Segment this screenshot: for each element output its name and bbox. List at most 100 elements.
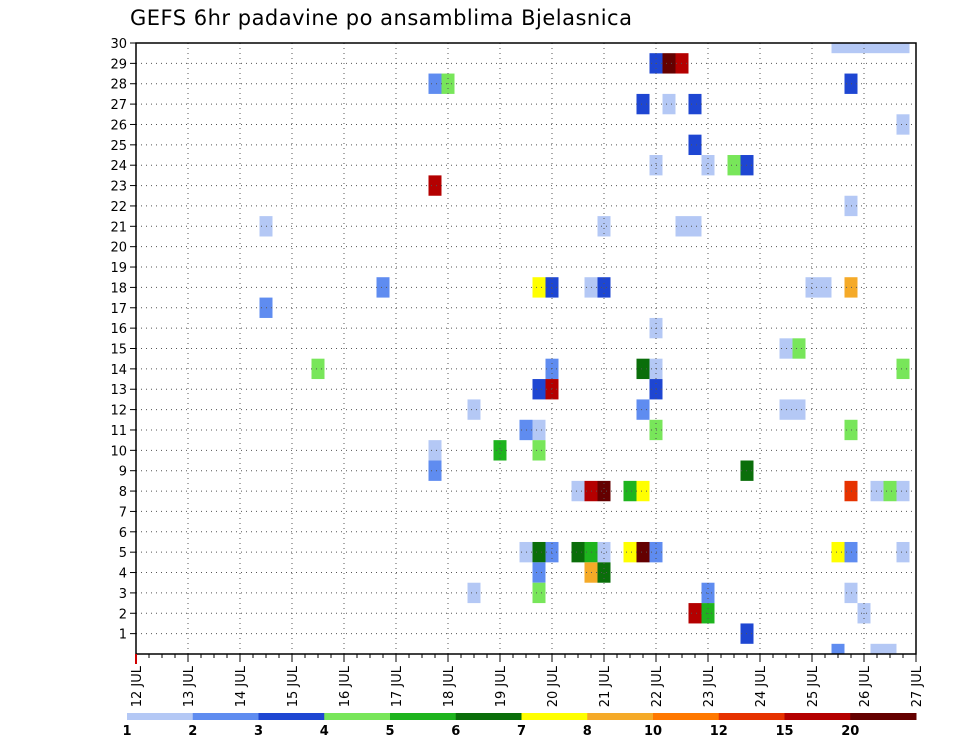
data-cell xyxy=(896,358,910,380)
x-tick-label: 25 JUL xyxy=(806,665,821,707)
data-cell xyxy=(428,440,442,461)
x-tick-label: 22 JUL xyxy=(650,665,665,707)
data-cell xyxy=(428,460,442,481)
legend-swatch xyxy=(784,713,851,720)
y-tick-label: 30 xyxy=(110,37,127,52)
data-cell xyxy=(896,43,910,54)
legend-swatch xyxy=(850,713,917,720)
y-tick-label: 18 xyxy=(110,281,127,296)
y-tick-label: 25 xyxy=(110,139,127,154)
y-tick-label: 14 xyxy=(110,363,127,378)
y-tick-label: 7 xyxy=(119,505,127,520)
y-tick-label: 28 xyxy=(110,78,127,93)
x-tick-label: 27 JUL xyxy=(910,665,925,707)
legend-swatch xyxy=(521,713,588,720)
x-tick-label: 15 JUL xyxy=(286,665,301,707)
legend-swatch xyxy=(455,713,522,720)
data-cell xyxy=(636,480,650,502)
y-tick-label: 1 xyxy=(119,628,127,643)
data-cell xyxy=(896,541,910,563)
y-tick-label: 2 xyxy=(119,607,127,622)
legend-label: 15 xyxy=(775,724,793,739)
data-cell xyxy=(636,358,650,380)
x-tick-label: 14 JUL xyxy=(234,665,249,707)
y-tick-label: 26 xyxy=(110,118,127,133)
data-cell xyxy=(532,277,546,298)
legend-swatch xyxy=(192,713,259,720)
y-tick-label: 4 xyxy=(119,567,127,582)
legend-swatch xyxy=(390,713,457,720)
data-cell xyxy=(532,541,546,563)
y-tick-label: 17 xyxy=(110,302,127,317)
legend-label: 20 xyxy=(841,724,859,739)
data-cell xyxy=(831,43,845,54)
data-cell xyxy=(870,43,884,54)
data-cell xyxy=(883,43,897,54)
x-tick-label: 17 JUL xyxy=(390,665,405,707)
y-tick-label: 20 xyxy=(110,241,127,256)
data-cell xyxy=(597,562,611,583)
data-cell xyxy=(532,440,546,461)
data-cell xyxy=(792,399,806,420)
y-tick-label: 21 xyxy=(110,220,127,235)
axes: 1234567891011121314151617181920212223242… xyxy=(110,37,925,707)
data-cell xyxy=(831,541,845,563)
legend-label: 5 xyxy=(385,724,394,739)
legend-swatch xyxy=(718,713,785,720)
y-tick-label: 12 xyxy=(110,404,127,419)
data-cell xyxy=(844,43,858,54)
data-cell xyxy=(636,399,650,420)
chart-title: GEFS 6hr padavine po ansamblima Bjelasni… xyxy=(130,6,633,30)
data-cell xyxy=(883,643,897,654)
y-tick-label: 16 xyxy=(110,322,127,337)
x-tick-label: 16 JUL xyxy=(338,665,353,707)
y-tick-label: 10 xyxy=(110,444,127,459)
y-tick-label: 19 xyxy=(110,261,127,276)
x-tick-label: 18 JUL xyxy=(442,665,457,707)
data-cell xyxy=(727,155,741,176)
legend-label: 3 xyxy=(254,724,263,739)
legend-label: 4 xyxy=(320,724,329,739)
legend-swatch xyxy=(653,713,720,720)
x-tick-label: 24 JUL xyxy=(754,665,769,707)
data-cell xyxy=(376,277,390,298)
data-cell xyxy=(428,73,442,94)
data-cell xyxy=(571,541,585,563)
legend-label: 2 xyxy=(188,724,197,739)
y-tick-label: 5 xyxy=(119,546,127,561)
y-tick-label: 6 xyxy=(119,526,127,541)
data-cell xyxy=(831,643,845,654)
data-cell xyxy=(532,419,546,441)
data-cells xyxy=(259,43,910,654)
data-cell xyxy=(597,216,611,237)
data-cell xyxy=(467,399,481,420)
data-cell xyxy=(883,480,897,502)
legend-label: 1 xyxy=(122,724,131,739)
y-tick-label: 23 xyxy=(110,180,127,195)
data-cell xyxy=(532,582,546,604)
legend-label: 6 xyxy=(451,724,460,739)
data-cell xyxy=(636,93,650,115)
x-tick-label: 23 JUL xyxy=(702,665,717,707)
y-tick-label: 15 xyxy=(110,343,127,358)
x-tick-label: 12 JUL xyxy=(130,665,145,707)
data-cell xyxy=(688,93,702,115)
legend-label: 8 xyxy=(583,724,592,739)
y-tick-label: 29 xyxy=(110,57,127,72)
data-cell xyxy=(688,603,702,624)
legend-swatch xyxy=(324,713,391,720)
y-tick-label: 9 xyxy=(119,465,127,480)
data-cell xyxy=(597,480,611,502)
y-tick-label: 3 xyxy=(119,587,127,602)
data-cell xyxy=(688,216,702,237)
data-cell xyxy=(467,582,481,604)
legend-swatch xyxy=(127,713,194,720)
data-cell xyxy=(688,134,702,156)
y-tick-label: 11 xyxy=(110,424,127,439)
legend-swatch xyxy=(258,713,325,720)
data-cell xyxy=(662,53,676,74)
y-tick-label: 24 xyxy=(110,159,127,174)
x-tick-label: 20 JUL xyxy=(546,665,561,707)
y-tick-label: 13 xyxy=(110,383,127,398)
